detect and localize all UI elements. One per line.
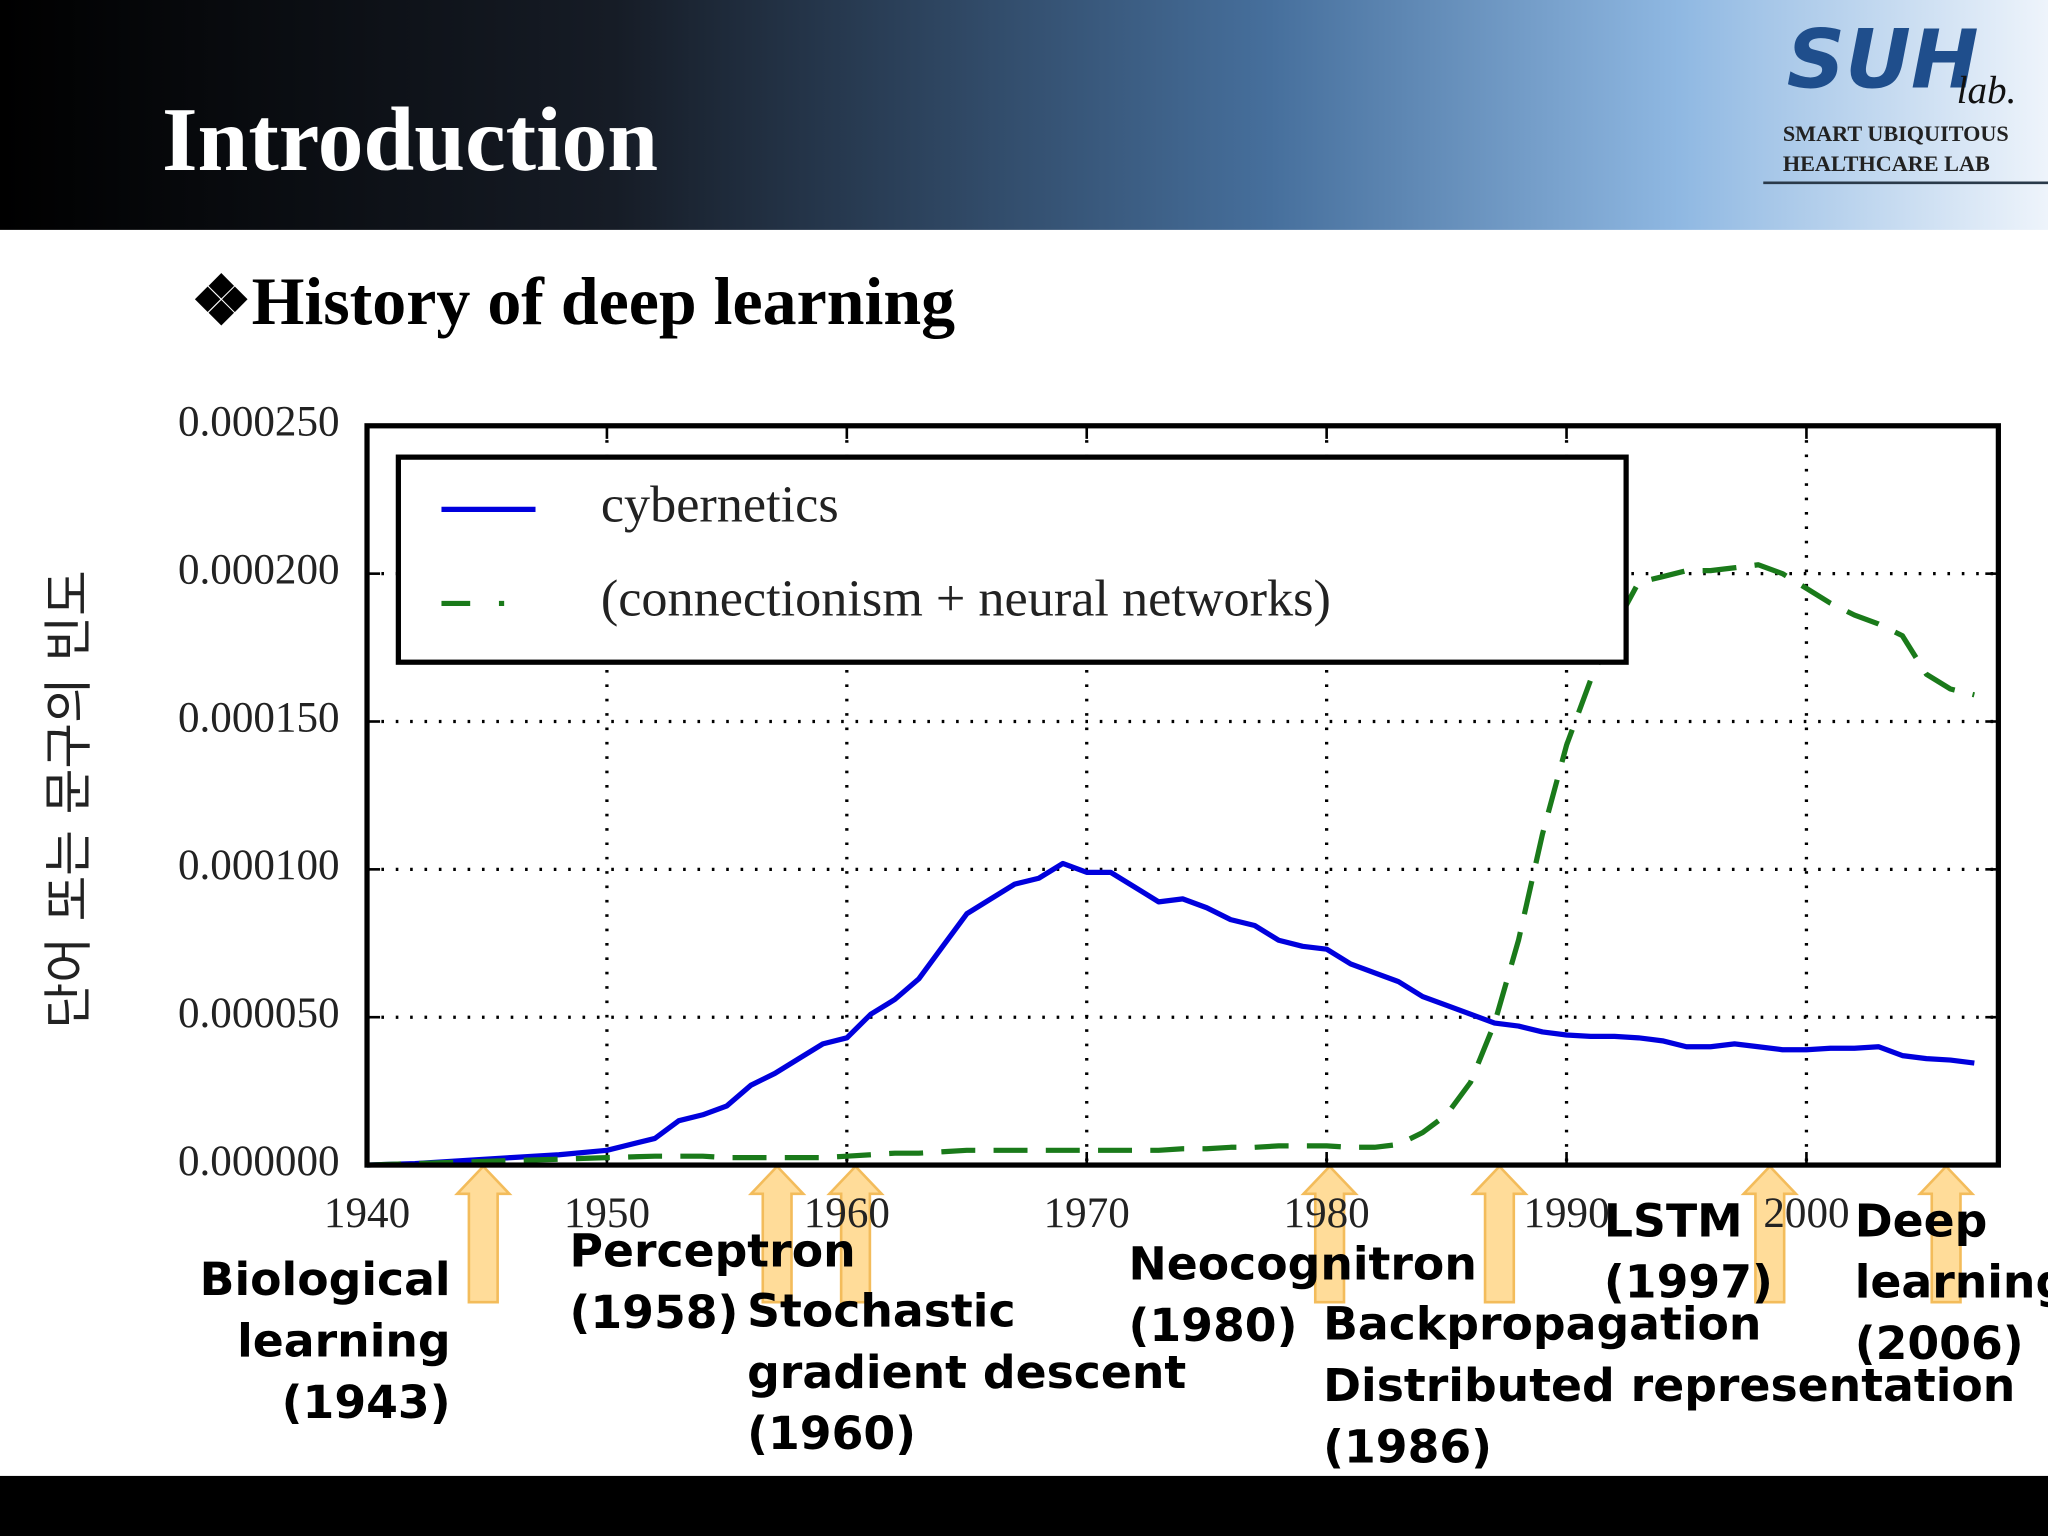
x-tick-label: 1960 [804, 1190, 890, 1237]
annotation: LSTM [1604, 1194, 1743, 1247]
plot-frame [364, 423, 2001, 1168]
arrow [1470, 1164, 1529, 1304]
logo-line: SMART UBIQUITOUS [1783, 121, 2009, 146]
x-tick-label: 1950 [564, 1190, 650, 1237]
annotation: learning [1855, 1256, 2048, 1309]
annotation: (1997) [1604, 1256, 1773, 1309]
x-tick-label: 1990 [1523, 1190, 1609, 1237]
logo-sub: lab. [1957, 69, 2017, 112]
y-tick-label: 0.000050 [178, 990, 340, 1037]
header-bar [0, 0, 2048, 230]
y-tick-label: 0.000150 [178, 694, 340, 741]
arrow [1916, 1164, 1976, 1304]
annotation: (1986) [1323, 1420, 1492, 1473]
x-tick-label: 1970 [1044, 1190, 1130, 1237]
data-line [366, 860, 1975, 1168]
annotation: Deep [1855, 1194, 1988, 1247]
x-tick-label: 1980 [1284, 1190, 1370, 1237]
arrow [747, 1164, 807, 1304]
annotation: (1960) [747, 1407, 916, 1460]
annotation: (1943) [282, 1376, 451, 1429]
legend-box [395, 454, 1629, 665]
arrow [454, 1164, 513, 1304]
y-tick-label: 0.000100 [178, 842, 340, 889]
subtitle: ❖History of deep learning [191, 263, 955, 339]
annotation: (1958) [569, 1286, 738, 1339]
y-tick-label: 0.000200 [178, 547, 340, 594]
annotation: Stochastic [747, 1284, 1015, 1337]
arrows [454, 1164, 1976, 1304]
y-axis-label: 단어 또는 문구의 빈도 [39, 570, 97, 1028]
x-tick-label: 1940 [324, 1190, 410, 1237]
footer-bar [0, 1475, 2048, 1536]
y-tick-label: 0.000000 [178, 1138, 340, 1185]
annotation: learning [237, 1315, 451, 1368]
data-line [366, 562, 1975, 1168]
arrow [1740, 1164, 1799, 1304]
annotation: Neocognitron [1128, 1237, 1476, 1290]
y-tick-label: 0.000250 [178, 399, 340, 446]
legend-label: cybernetics [601, 475, 839, 533]
annotation: (2006) [1855, 1317, 2024, 1370]
arrow [1300, 1164, 1359, 1304]
annotation: Backpropagation [1323, 1298, 1761, 1351]
arrow [826, 1164, 885, 1304]
annotation: (1980) [1128, 1299, 1297, 1352]
legend-label: (connectionism + neural networks) [601, 569, 1331, 627]
logo-name: SUH [1787, 13, 1979, 107]
x-tick-label: 2000 [1763, 1190, 1849, 1237]
logo-line: HEALTHCARE LAB [1783, 151, 1990, 176]
annotation: gradient descent [747, 1346, 1186, 1399]
annotation: Biological [200, 1253, 451, 1306]
slide-title: Introduction [162, 89, 658, 190]
annotation: Perceptron [569, 1224, 855, 1277]
annotation: Distributed representation [1323, 1359, 2015, 1412]
